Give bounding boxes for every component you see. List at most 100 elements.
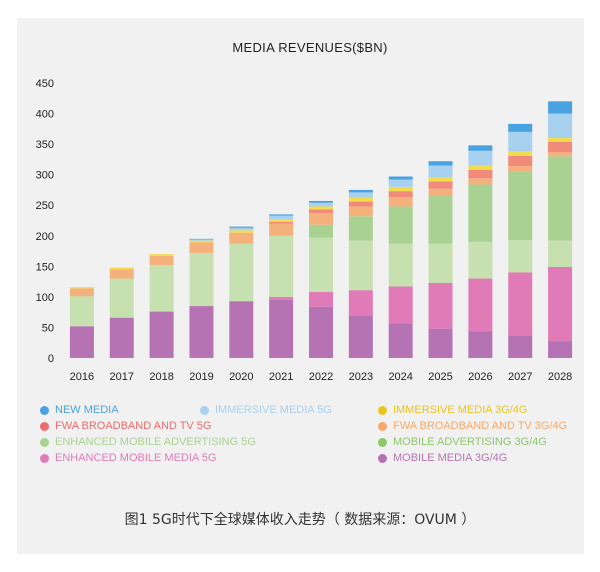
y-tick-label: 0 bbox=[48, 353, 54, 365]
bar-segment bbox=[69, 326, 94, 358]
bar-segment bbox=[388, 176, 413, 180]
bar-segment bbox=[189, 252, 214, 307]
bar-segment bbox=[309, 202, 333, 207]
bar-segment bbox=[548, 341, 573, 358]
bar-segment bbox=[269, 214, 294, 216]
bar-segment bbox=[109, 267, 134, 270]
x-tick-label: 2023 bbox=[349, 371, 373, 383]
y-tick-label: 250 bbox=[36, 200, 54, 212]
legend-item: FWA BROADBAND AND TV 5G bbox=[40, 420, 211, 432]
legend-label: NEW MEDIA bbox=[55, 404, 119, 416]
x-tick-label: 2027 bbox=[508, 371, 532, 383]
bar-segment bbox=[149, 254, 174, 256]
bar-segment bbox=[348, 192, 373, 198]
bar-segment bbox=[428, 165, 453, 178]
bar-segment bbox=[428, 328, 453, 358]
bar-segment bbox=[269, 299, 294, 358]
bar-segment bbox=[508, 123, 533, 132]
legend-item: MOBILE ADVERTISING 3G/4G bbox=[378, 436, 547, 448]
bar-segment bbox=[229, 301, 254, 358]
bar-segment bbox=[229, 243, 254, 302]
legend-label: MOBILE MEDIA 3G/4G bbox=[393, 452, 508, 464]
bar-segment bbox=[388, 286, 413, 324]
x-tick-label: 2020 bbox=[229, 371, 253, 383]
bar-segment bbox=[428, 188, 453, 197]
bar-segment bbox=[348, 201, 373, 207]
bars bbox=[69, 101, 573, 358]
legend-swatch bbox=[378, 405, 387, 415]
bar-segment bbox=[428, 177, 453, 182]
y-tick-label: 150 bbox=[36, 261, 54, 273]
legend-swatch bbox=[200, 405, 209, 415]
legend-item: MOBILE MEDIA 3G/4G bbox=[378, 452, 507, 464]
bar-segment bbox=[309, 306, 333, 358]
bar-segment bbox=[388, 197, 413, 207]
bar-segment bbox=[229, 226, 254, 228]
bar-segment bbox=[468, 145, 493, 151]
legend-swatch bbox=[378, 453, 387, 463]
legend-swatch bbox=[40, 437, 49, 447]
bar-segment bbox=[109, 317, 134, 358]
legend-label: ENHANCED MOBILE MEDIA 5G bbox=[55, 452, 217, 464]
bar-segment bbox=[109, 269, 134, 279]
bar-segment bbox=[548, 138, 573, 142]
bar-segment bbox=[548, 152, 573, 157]
bar-segment bbox=[468, 165, 493, 170]
bar-segment bbox=[548, 141, 573, 153]
bar-segment bbox=[508, 155, 533, 167]
legend-item: IMMERSIVE MEDIA 5G bbox=[200, 404, 332, 416]
bar-segment bbox=[309, 206, 333, 210]
x-tick-label: 2018 bbox=[149, 371, 173, 383]
y-tick-label: 450 bbox=[36, 78, 54, 90]
bar-segment bbox=[309, 237, 333, 292]
y-axis: 0 50 100 150 200 250 300 350 400 450 bbox=[36, 78, 54, 365]
y-tick-label: 350 bbox=[36, 139, 54, 151]
bar-segment bbox=[269, 221, 294, 224]
bar-segment bbox=[508, 171, 533, 241]
bar-segment bbox=[269, 219, 294, 222]
legend-label: FWA BROADBAND AND TV 3G/4G bbox=[393, 420, 568, 432]
x-tick-label: 2022 bbox=[309, 371, 333, 383]
bar-segment bbox=[508, 240, 533, 273]
bar-segment bbox=[229, 230, 254, 233]
bar-segment bbox=[388, 179, 413, 187]
x-tick-label: 2028 bbox=[548, 371, 572, 383]
bar-segment bbox=[548, 113, 573, 138]
bar-segment bbox=[69, 287, 94, 289]
bar-segment bbox=[69, 296, 94, 327]
y-tick-label: 400 bbox=[36, 109, 54, 121]
bar-segment bbox=[189, 239, 214, 241]
bar-segment bbox=[269, 296, 294, 300]
bar-segment bbox=[189, 242, 214, 253]
bar-segment bbox=[508, 166, 533, 172]
bar-segment bbox=[269, 223, 294, 236]
legend-item: ENHANCED MOBILE ADVERTISING 5G bbox=[40, 436, 256, 448]
bar-segment bbox=[309, 292, 333, 307]
bar-segment bbox=[149, 255, 174, 266]
bar-segment bbox=[309, 224, 333, 238]
legend-label: IMMERSIVE MEDIA 5G bbox=[215, 404, 332, 416]
bar-segment bbox=[428, 181, 453, 189]
bar-segment bbox=[508, 151, 533, 156]
legend-swatch bbox=[378, 437, 387, 447]
bar-segment bbox=[548, 156, 573, 241]
bar-segment bbox=[189, 238, 214, 240]
bar-segment bbox=[269, 235, 294, 297]
legend-label: MOBILE ADVERTISING 3G/4G bbox=[393, 436, 547, 448]
legend-item: ENHANCED MOBILE MEDIA 5G bbox=[40, 452, 216, 464]
legend-swatch bbox=[378, 421, 387, 431]
bar-segment bbox=[468, 150, 493, 166]
x-axis: 2016 2017 2018 2019 2020 2021 2022 2023 2024 2025… bbox=[70, 371, 573, 383]
bar-segment bbox=[428, 196, 453, 244]
bar-segment bbox=[468, 169, 493, 179]
bar-segment bbox=[388, 206, 413, 244]
bar-segment bbox=[428, 161, 453, 166]
bar-segment bbox=[388, 323, 413, 358]
bar-segment bbox=[189, 306, 214, 358]
bar-segment bbox=[548, 240, 573, 267]
x-tick-label: 2026 bbox=[468, 371, 492, 383]
y-tick-label: 100 bbox=[36, 292, 54, 304]
legend-item: NEW MEDIA bbox=[40, 404, 119, 416]
bar-segment bbox=[428, 282, 453, 329]
